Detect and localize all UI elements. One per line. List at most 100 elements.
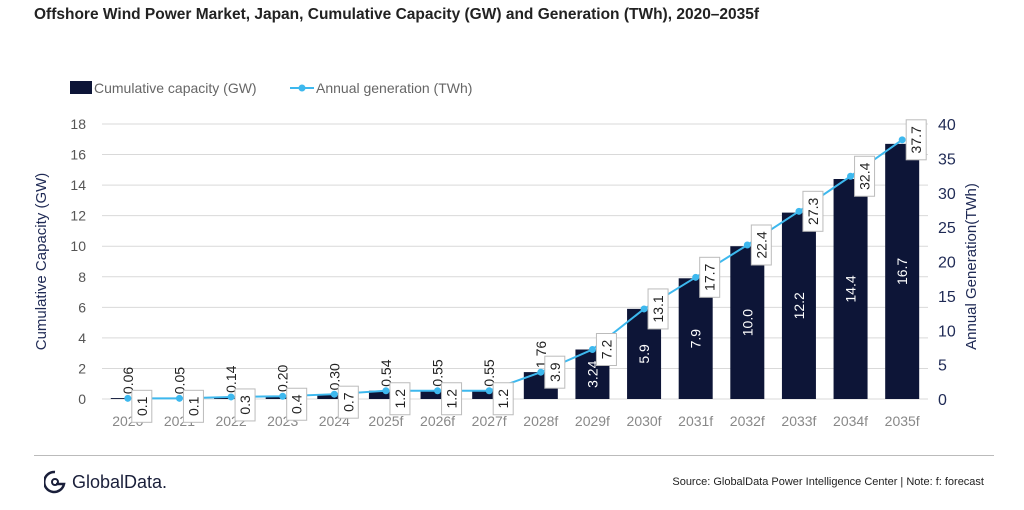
chart-title: Offshore Wind Power Market, Japan, Cumul… — [34, 6, 760, 23]
generation-point — [124, 394, 132, 402]
y2-tick-label: 0 — [938, 392, 947, 409]
line-data-label: 27.3 — [805, 197, 821, 224]
y-tick-label: 4 — [78, 330, 86, 346]
line-data-label: 37.7 — [908, 126, 924, 153]
x-tick-label: 2029f — [575, 413, 610, 429]
y-axis-label: Cumulative Capacity (GW) — [33, 173, 50, 351]
line-label-box — [699, 256, 721, 298]
source-note: Source: GlobalData Power Intelligence Ce… — [672, 476, 984, 488]
generation-point — [692, 273, 700, 281]
y2-tick-label: 15 — [938, 289, 956, 306]
y2-tick-label: 35 — [938, 151, 956, 168]
line-label-box — [234, 388, 256, 422]
generation-point — [795, 207, 803, 215]
y-tick-label: 14 — [70, 177, 86, 193]
bar-data-label: 0.30 — [326, 363, 342, 390]
line-data-label: 22.4 — [753, 231, 769, 258]
y-tick-label: 16 — [70, 147, 86, 163]
generation-point — [847, 172, 855, 180]
bar-data-label: 3.24 — [584, 360, 600, 387]
y-tick-label: 2 — [78, 360, 86, 376]
bar — [678, 278, 713, 399]
x-tick-label: 2030f — [627, 413, 662, 429]
bar-data-label: 5.9 — [636, 344, 652, 364]
generation-point — [743, 241, 751, 249]
bar-data-label: 10.0 — [739, 309, 755, 336]
generation-point — [537, 368, 545, 376]
line-data-label: 1.2 — [495, 389, 511, 409]
bar-data-label: 0.55 — [481, 359, 497, 386]
generation-point — [485, 387, 493, 395]
bar — [730, 246, 765, 399]
generation-point — [175, 394, 183, 402]
line-label-box — [286, 387, 308, 421]
bar-data-label: 16.7 — [894, 258, 910, 285]
x-tick-label: 2035f — [885, 413, 920, 429]
generation-point — [227, 393, 235, 401]
line-data-label: 0.7 — [340, 392, 356, 412]
generation-point — [279, 392, 287, 400]
line-label-box — [182, 389, 204, 423]
globaldata-logo-icon — [44, 470, 66, 494]
generation-point — [434, 387, 442, 395]
line-label-box — [595, 333, 617, 366]
globaldata-logo: GlobalData. — [44, 470, 167, 494]
y-tick-label: 12 — [70, 208, 86, 224]
x-tick-label: 2025f — [368, 413, 403, 429]
line-label-box — [544, 355, 566, 389]
bar — [885, 143, 920, 399]
line-label-box — [802, 190, 824, 232]
x-tick-label: 2032f — [730, 413, 765, 429]
line-data-label: 0.1 — [185, 396, 201, 416]
generation-point — [382, 387, 390, 395]
line-label-box — [905, 119, 927, 161]
line-label-box — [750, 224, 772, 266]
generation-point — [640, 305, 648, 313]
bar — [833, 179, 868, 399]
y2-tick-label: 30 — [938, 186, 956, 203]
bar — [420, 390, 455, 399]
bar-data-label: 12.2 — [791, 292, 807, 319]
line-label-box — [441, 382, 463, 416]
x-tick-label: 2031f — [678, 413, 713, 429]
x-tick-label: 2033f — [781, 413, 816, 429]
bar-data-label: 0.54 — [378, 359, 394, 386]
line-data-label: 1.2 — [392, 389, 408, 409]
generation-line — [127, 138, 903, 400]
legend-label-capacity: Cumulative capacity (GW) — [94, 80, 257, 96]
line-data-label: 13.1 — [650, 295, 666, 322]
line-label-box — [854, 155, 876, 197]
bar-data-label: 0.05 — [171, 367, 187, 394]
bar-data-label: 0.14 — [223, 365, 239, 392]
line-data-label: 32.4 — [857, 162, 873, 189]
line-data-label: 17.7 — [702, 263, 718, 290]
line-label-box — [131, 389, 153, 423]
bar-data-label: 0.20 — [275, 364, 291, 391]
line-data-label: 7.2 — [598, 340, 614, 360]
bar-data-label: 0.55 — [430, 359, 446, 386]
x-tick-label: 2027f — [472, 413, 507, 429]
bar-data-label: 7.9 — [688, 329, 704, 349]
y-tick-label: 0 — [78, 391, 86, 407]
y-tick-label: 8 — [78, 269, 86, 285]
logo-text: GlobalData. — [72, 471, 168, 492]
generation-point — [588, 346, 596, 353]
line-data-label: 3.9 — [547, 362, 563, 382]
bar — [472, 390, 507, 399]
y-tick-label: 10 — [70, 238, 86, 254]
y-tick-label: 6 — [78, 299, 86, 315]
legend-label-generation: Annual generation (TWh) — [316, 80, 472, 96]
y2-axis-label: Annual Generation(TWh) — [963, 183, 980, 350]
legend-marker-generation — [298, 84, 306, 92]
generation-point — [330, 390, 338, 398]
line-label-box — [492, 382, 514, 416]
y2-tick-label: 40 — [938, 117, 956, 134]
generation-point — [898, 136, 906, 144]
x-tick-label: 2026f — [420, 413, 455, 429]
y2-tick-label: 25 — [938, 220, 956, 237]
line-label-box — [389, 382, 411, 416]
x-tick-label: 2034f — [833, 413, 868, 429]
x-tick-label: 2028f — [523, 413, 558, 429]
bar — [368, 390, 403, 399]
bar-data-label: 0.06 — [120, 367, 136, 394]
